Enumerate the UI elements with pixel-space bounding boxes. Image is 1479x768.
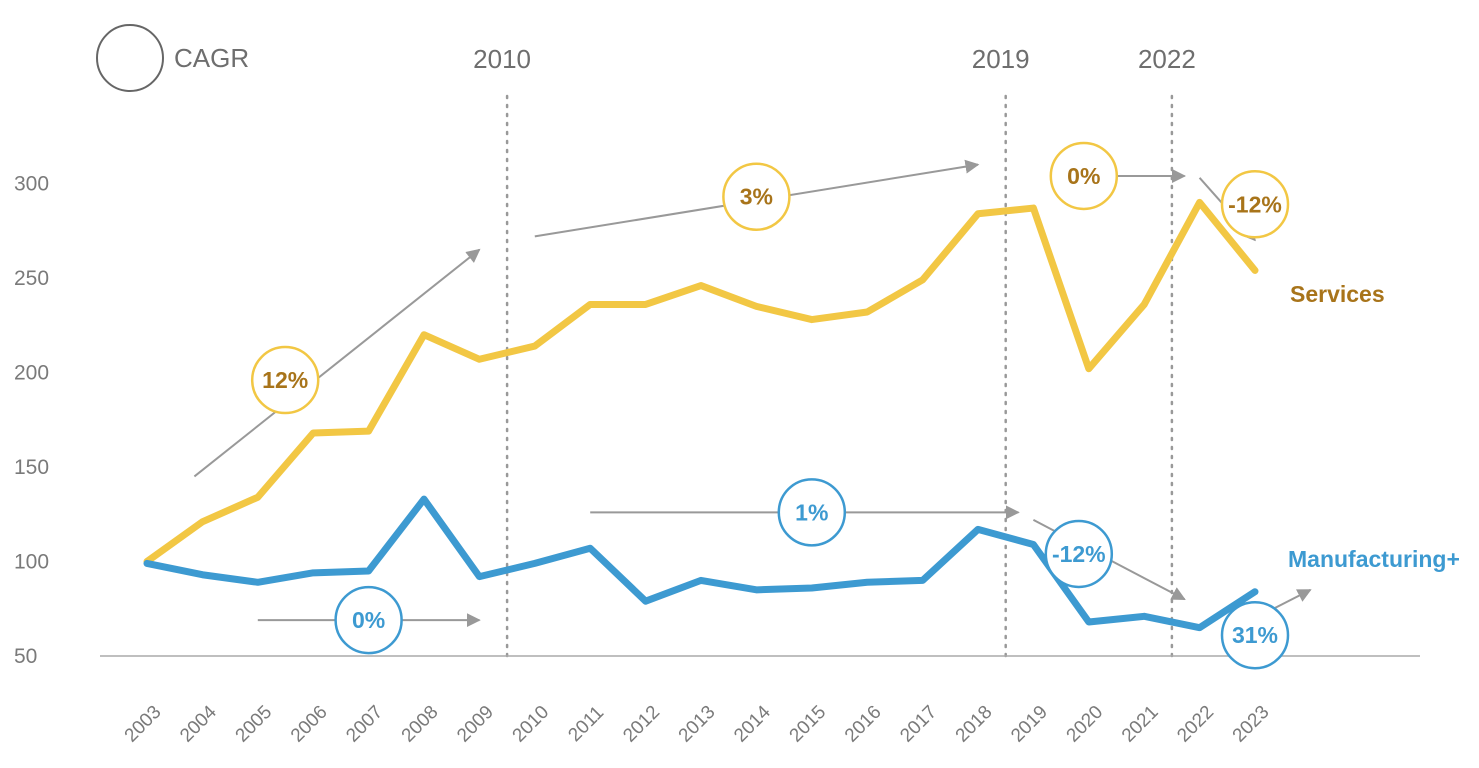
x-tick-label: 2006 [287, 702, 332, 747]
x-tick-label: 2016 [841, 702, 886, 747]
cagr-bubble: 0% [1049, 141, 1119, 211]
period-label-2022: 2022 [1138, 44, 1196, 74]
x-tick-label: 2009 [453, 702, 498, 747]
x-tick-label: 2013 [675, 702, 720, 747]
cagr-bubble-circle [1220, 600, 1290, 670]
cagr-bubble-circle [1044, 519, 1114, 589]
y-tick-label: 150 [14, 456, 49, 479]
x-tick-label: 2021 [1118, 702, 1163, 747]
legend-circle-icon [96, 24, 164, 92]
x-tick-label: 2005 [232, 702, 277, 747]
cagr-bubble-label: 0% [1067, 163, 1100, 189]
x-tick-label: 2017 [896, 702, 941, 747]
cagr-bubble: 12% [250, 345, 320, 415]
cagr-bubble-label: 31% [1232, 622, 1278, 648]
series-line-manufacturing- [143, 495, 1259, 632]
x-tick-label: 2022 [1173, 702, 1218, 747]
cagr-bubble-label: 0% [352, 607, 385, 633]
x-tick-label: 2007 [342, 702, 387, 747]
x-tick-label: 2014 [730, 701, 775, 746]
series-label-manufacturing: Manufacturing+ [1288, 546, 1460, 572]
cagr-bubble: -12% [1220, 170, 1290, 239]
cagr-bubble: 0% [334, 585, 403, 655]
series-lines [143, 198, 1259, 632]
cagr-arrows [193, 159, 1312, 628]
cagr-bubble-circle [1220, 170, 1290, 239]
x-tick-label: 2011 [564, 702, 608, 746]
cagr-bubble-circle [777, 478, 847, 547]
cagr-bubble-circle [722, 162, 791, 231]
cagr-bubble-label: -12% [1228, 191, 1282, 217]
x-tick-label: 2008 [398, 702, 443, 747]
y-tick-label: 200 [14, 362, 49, 385]
x-tick-label: 2015 [786, 702, 831, 747]
period-label-2010: 2010 [473, 44, 531, 74]
series-label-services: Services [1290, 281, 1385, 307]
x-tick-label: 2004 [176, 701, 221, 746]
period-markers: 2010 2019 2022 [473, 44, 1196, 658]
y-tick-label: 300 [14, 173, 49, 196]
x-tick-label: 2012 [619, 702, 664, 747]
cagr-arrow [193, 248, 481, 478]
x-tick-label: 2023 [1229, 702, 1274, 747]
x-tick-label: 2019 [1007, 702, 1052, 747]
cagr-bubble-circle [334, 585, 403, 655]
series-line-services [143, 198, 1259, 565]
cagr-bubbles: 12% 3% 0% -12% 0% 1% -12% 31% [250, 141, 1290, 670]
cagr-bubble-label: 1% [795, 499, 828, 525]
legend: CAGR [96, 24, 249, 92]
y-tick-label: 250 [14, 267, 49, 290]
x-tick-label: 2018 [952, 702, 997, 747]
x-tick-label: 2020 [1063, 702, 1108, 747]
x-tick-label: 2010 [509, 702, 554, 747]
legend-label: CAGR [174, 43, 249, 73]
series-labels: Services Manufacturing+ [1288, 281, 1460, 572]
cagr-bubble: 1% [777, 478, 847, 547]
y-tick-label: 50 [14, 645, 37, 668]
cagr-bubble-circle [1049, 141, 1119, 211]
y-tick-label: 100 [14, 551, 49, 574]
cagr-bubble-label: 12% [262, 367, 308, 393]
x-tick-label: 2003 [121, 702, 166, 747]
cagr-bubble-label: -12% [1052, 541, 1106, 567]
cagr-bubble: -12% [1044, 519, 1114, 589]
cagr-bubble: 3% [722, 162, 791, 231]
cagr-bubble-label: 3% [740, 184, 773, 210]
period-label-2019: 2019 [972, 44, 1030, 74]
cagr-bubble: 31% [1220, 600, 1290, 670]
cagr-bubble-circle [250, 345, 320, 415]
